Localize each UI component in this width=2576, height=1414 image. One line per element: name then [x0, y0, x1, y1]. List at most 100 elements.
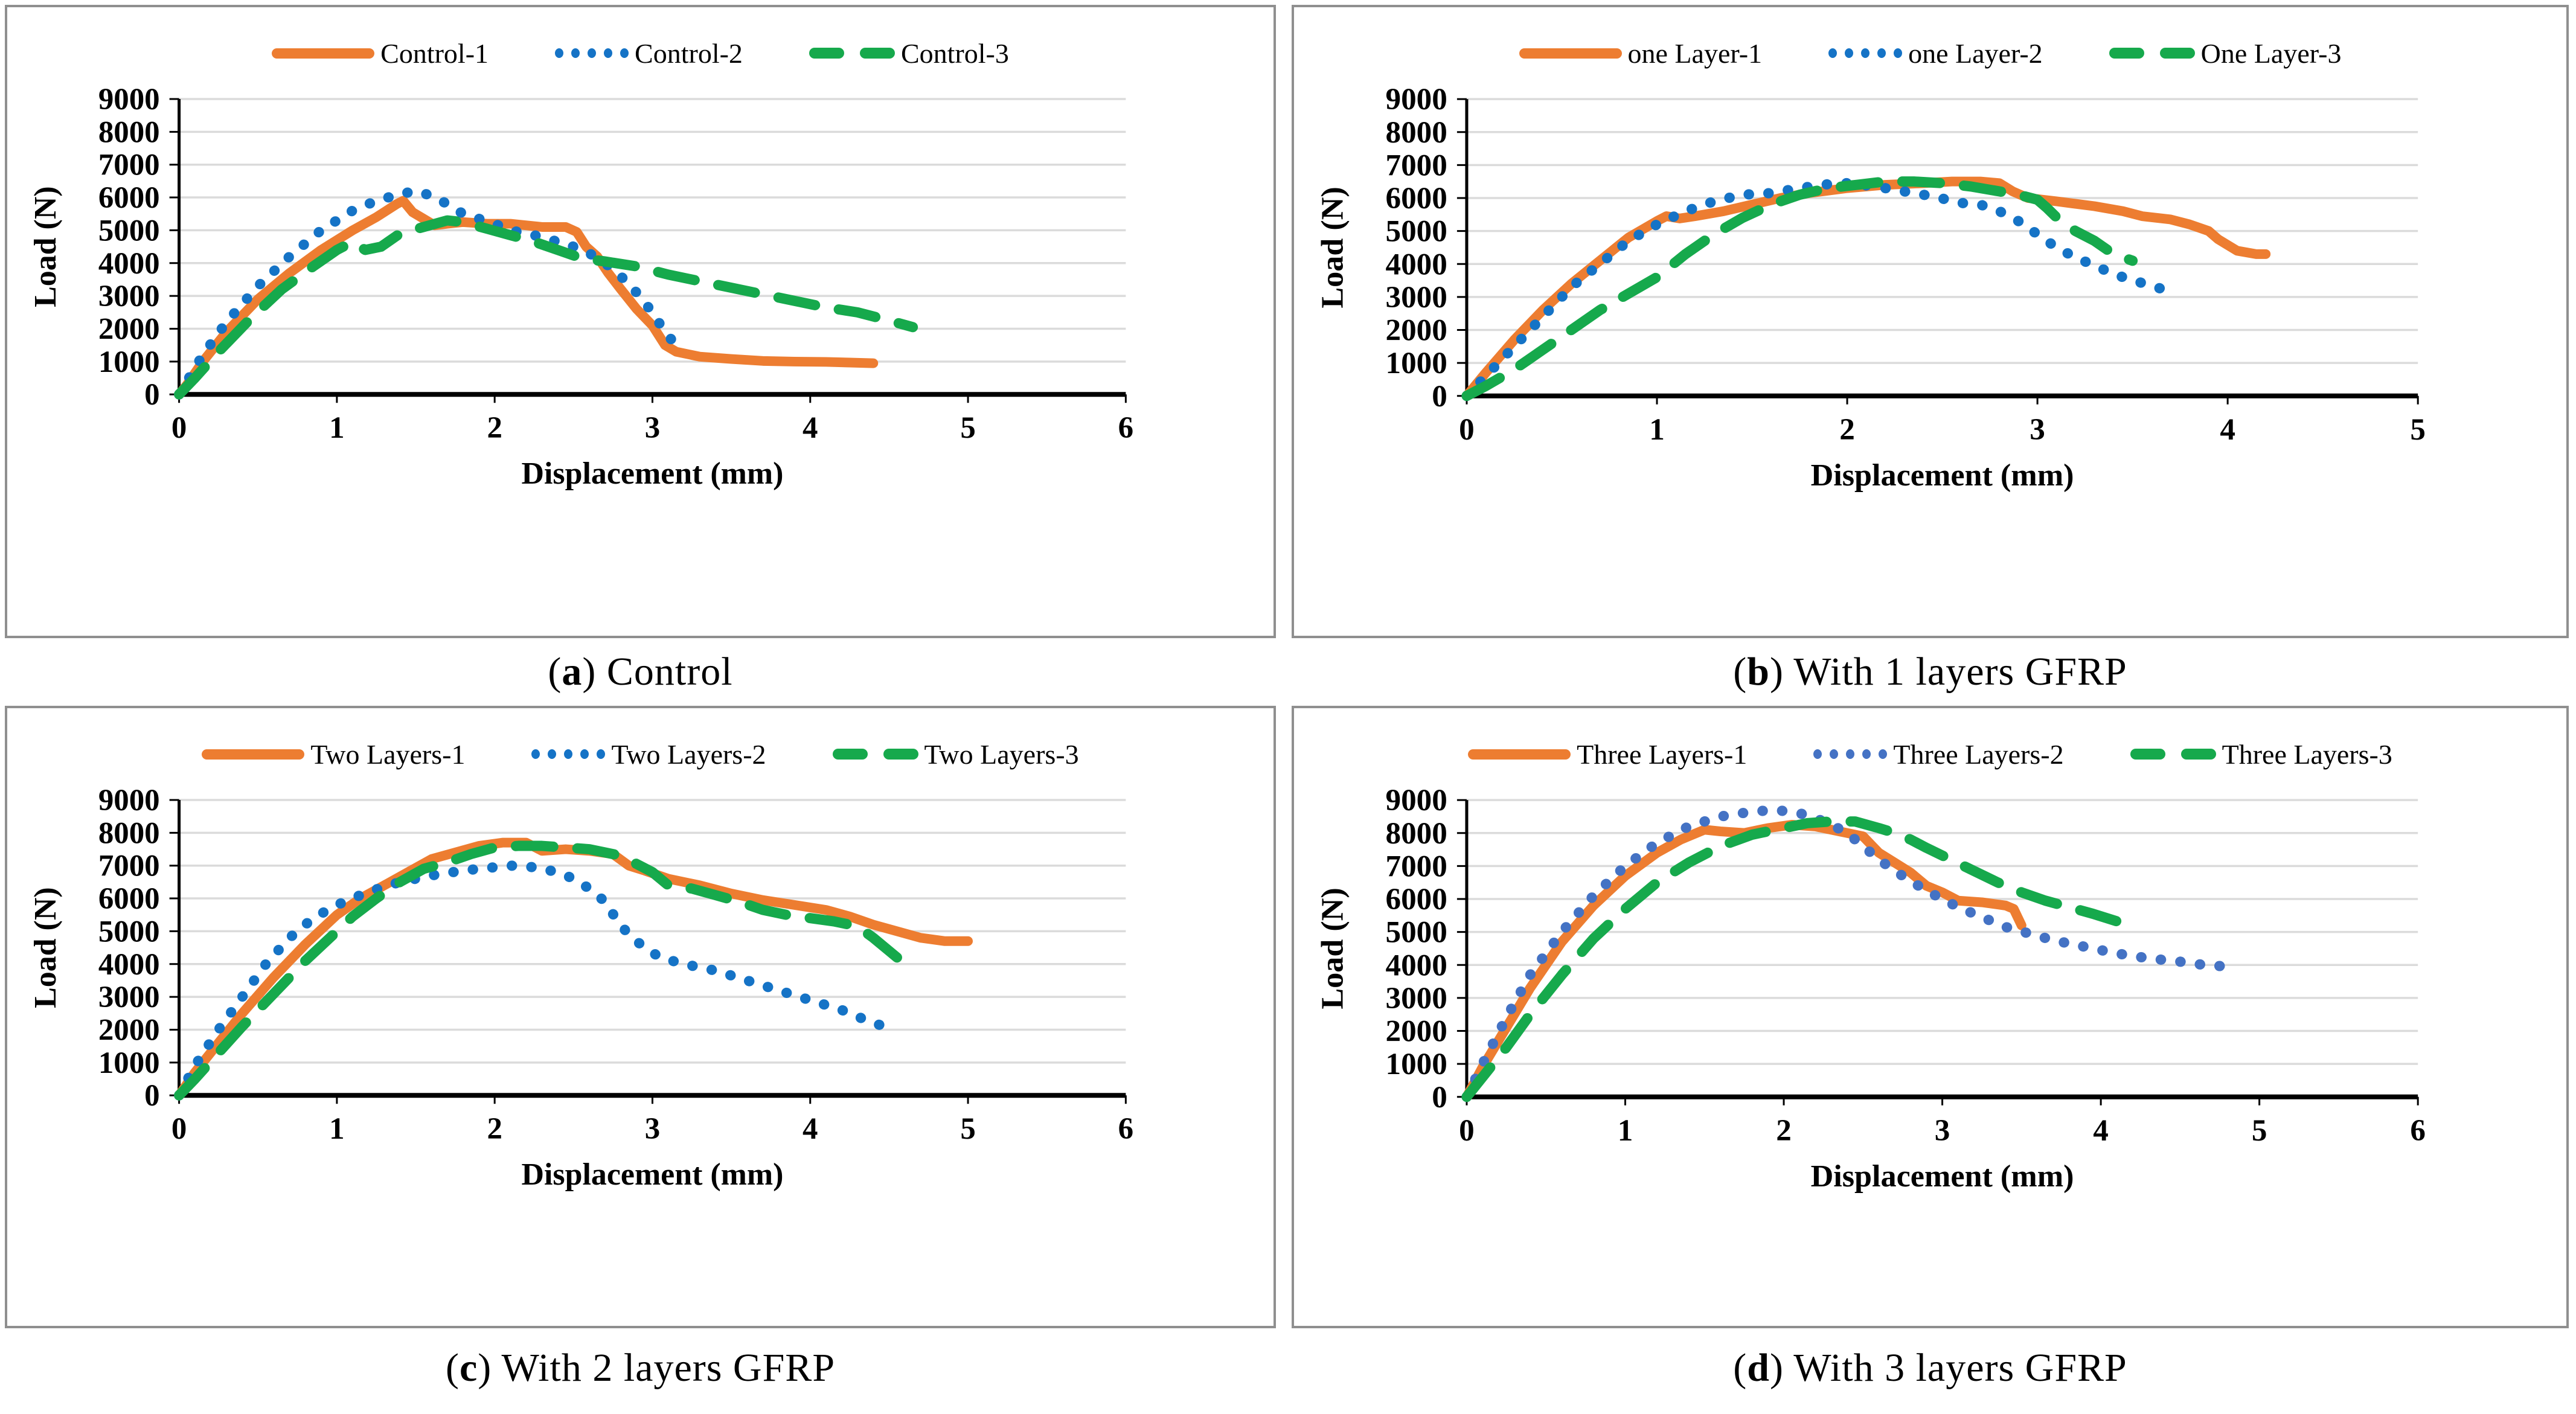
- legend-label: Three Layers-1: [1577, 738, 1748, 770]
- y-tick-label: 2000: [98, 1013, 160, 1047]
- y-tick-label: 3000: [98, 280, 160, 313]
- legend-label: Control-3: [900, 37, 1009, 69]
- caption-a-letter: a: [562, 650, 583, 694]
- legend-item: one Layer-1: [1519, 37, 1763, 69]
- caption-a: (a) Control: [5, 638, 1276, 706]
- caption-c: (c) With 2 layers GFRP: [5, 1328, 1276, 1408]
- legend-label: Three Layers-3: [2222, 738, 2392, 770]
- caption-c-prefix: (: [445, 1346, 460, 1390]
- x-tick-label: 3: [645, 411, 660, 445]
- legend: one Layer-1 one Layer-2 One Layer-3: [1294, 25, 2566, 81]
- y-tick-label: 2000: [1386, 1014, 1447, 1049]
- y-tick-label: 6000: [98, 181, 160, 215]
- legend-dashed-line-sample: [2109, 48, 2195, 59]
- x-tick-label: 6: [2410, 1113, 2426, 1148]
- x-tick-label: 1: [1618, 1113, 1633, 1148]
- x-axis-title: Displacement (mm): [522, 1157, 784, 1192]
- legend-item: Three Layers-1: [1468, 738, 1747, 770]
- figure-cell-b: one Layer-1 one Layer-2 One Layer-3 0 1000 20…: [1292, 5, 2569, 706]
- y-tick-label: 1000: [98, 1046, 160, 1080]
- legend-item: one Layer-2: [1828, 37, 2043, 69]
- y-tick-label: 6000: [98, 882, 160, 916]
- legend-item: Three Layers-3: [2130, 738, 2392, 770]
- legend-dotted-line-sample: [531, 749, 606, 759]
- legend-item: Control-1: [272, 37, 489, 69]
- caption-a-prefix: (: [548, 650, 562, 694]
- legend-solid-line-sample: [202, 749, 305, 760]
- caption-d-prefix: (: [1733, 1346, 1748, 1390]
- x-tick-label: 2: [1839, 412, 1855, 447]
- legend-label: Two Layers-3: [924, 738, 1079, 770]
- legend-solid-line-sample: [1519, 48, 1622, 59]
- chart-panel-d: Three Layers-1 Three Layers-2 Three Layers…: [1292, 706, 2569, 1328]
- y-tick-label: 6000: [1386, 882, 1447, 917]
- y-tick-label: 3000: [1386, 981, 1447, 1016]
- legend-label: One Layer-3: [2200, 37, 2342, 69]
- legend: Two Layers-1 Two Layers-2 Two Layers-3: [7, 726, 1274, 782]
- x-tick-label: 0: [171, 1112, 187, 1146]
- x-tick-label: 0: [171, 411, 187, 445]
- x-tick-label: 3: [2030, 412, 2045, 447]
- legend-dashed-line-sample: [809, 48, 895, 59]
- y-tick-label: 2000: [98, 312, 160, 346]
- y-tick-label: 0: [144, 378, 159, 412]
- y-axis-title: Load (N): [1315, 888, 1350, 1009]
- x-tick-label: 4: [2093, 1113, 2109, 1148]
- x-tick-label: 1: [1649, 412, 1665, 447]
- x-tick-label: 2: [487, 411, 502, 445]
- series-line-two-layers-1: [174, 837, 973, 1101]
- legend-solid-line-sample: [1468, 749, 1571, 760]
- x-tick-label: 6: [1118, 411, 1133, 445]
- x-tick-label: 4: [803, 1112, 818, 1146]
- x-tick-label: 3: [645, 1112, 660, 1146]
- series-line-control-3: [174, 215, 918, 400]
- x-tick-label: 5: [960, 411, 975, 445]
- caption-c-letter: c: [459, 1346, 478, 1390]
- y-tick-label: 5000: [1386, 915, 1447, 950]
- x-tick-label: 4: [803, 411, 818, 445]
- legend-label: one Layer-1: [1627, 37, 1763, 69]
- y-tick-label: 2000: [1386, 313, 1447, 348]
- y-tick-label: 0: [1432, 379, 1447, 414]
- x-axis-title: Displacement (mm): [1811, 458, 2074, 493]
- legend-dotted-line-sample: [1813, 749, 1888, 759]
- y-tick-label: 7000: [1386, 849, 1447, 883]
- y-tick-label: 6000: [1386, 181, 1447, 216]
- x-axis-title: Displacement (mm): [1811, 1159, 2074, 1194]
- caption-d: (d) With 3 layers GFRP: [1292, 1328, 2569, 1408]
- legend-dashed-line-sample: [832, 749, 918, 760]
- legend-label: Two Layers-1: [310, 738, 466, 770]
- y-tick-label: 4000: [98, 948, 160, 982]
- series-line-three-layers-2: [1461, 804, 2233, 1102]
- y-tick-label: 1000: [1386, 1047, 1447, 1081]
- y-tick-label: 8000: [98, 816, 160, 850]
- x-tick-label: 1: [329, 411, 344, 445]
- x-tick-label: 6: [1118, 1112, 1133, 1146]
- legend-dotted-line-sample: [1828, 48, 1903, 58]
- y-tick-label: 8000: [1386, 816, 1447, 851]
- legend-label: Control-2: [635, 37, 743, 69]
- y-tick-label: 7000: [98, 849, 160, 883]
- y-axis-title: Load (N): [28, 887, 63, 1008]
- caption-a-text: ) Control: [582, 650, 733, 694]
- y-tick-label: 7000: [98, 149, 160, 182]
- y-tick-label: 3000: [98, 981, 160, 1014]
- x-tick-label: 1: [329, 1112, 344, 1146]
- y-axis-title: Load (N): [1315, 187, 1350, 308]
- caption-d-letter: d: [1747, 1346, 1770, 1390]
- caption-c-text: ) With 2 layers GFRP: [478, 1346, 836, 1390]
- figure-cell-c: Two Layers-1 Two Layers-2 Two Layers-3 0 100…: [5, 706, 1276, 1408]
- x-tick-label: 3: [1935, 1113, 1950, 1148]
- y-tick-label: 9000: [98, 83, 160, 117]
- chart-panel-b: one Layer-1 one Layer-2 One Layer-3 0 1000 20…: [1292, 5, 2569, 638]
- x-tick-label: 2: [487, 1112, 502, 1146]
- y-tick-label: 9000: [1386, 82, 1447, 117]
- series-line-control-1: [174, 196, 879, 400]
- legend-label: Two Layers-2: [611, 738, 766, 770]
- legend-item: Two Layers-3: [832, 738, 1079, 770]
- legend-solid-line-sample: [272, 48, 375, 59]
- y-tick-label: 5000: [98, 915, 160, 949]
